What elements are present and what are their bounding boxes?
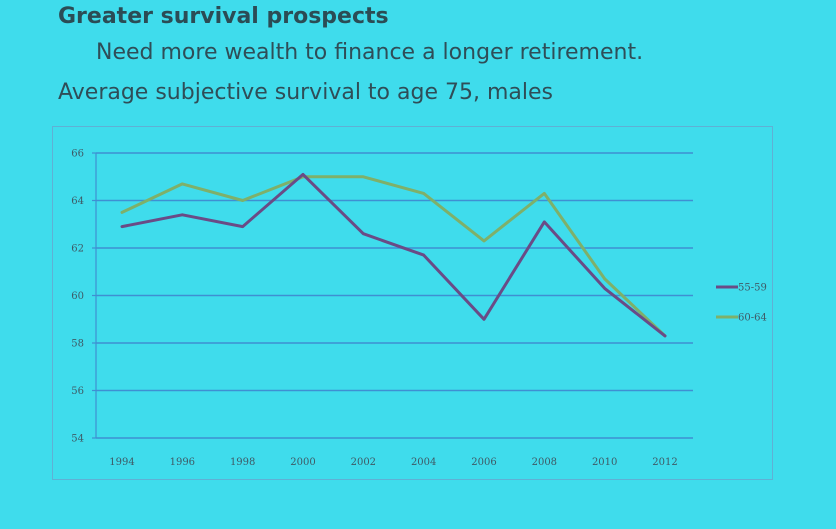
point-60-64-2002 — [362, 175, 365, 178]
point-55-59-2008 — [543, 220, 546, 224]
grid-lines — [96, 152, 693, 439]
x-tick-label-2008: 2008 — [532, 457, 557, 468]
legend-label-55-59: 55-59 — [738, 283, 767, 294]
chart-frame — [52, 126, 773, 480]
point-55-59-2010 — [603, 287, 606, 290]
point-60-64-1998 — [241, 199, 244, 202]
y-tick-label-64: 64 — [71, 196, 84, 207]
series-lines — [120, 172, 667, 338]
point-55-59-2002 — [362, 232, 365, 235]
y-tick-label-66: 66 — [71, 149, 84, 160]
series-line-60-64 — [120, 175, 667, 338]
y-tick-label-60: 60 — [71, 291, 84, 302]
point-60-64-2006 — [482, 239, 486, 243]
point-55-59-2004 — [422, 253, 425, 257]
point-55-59-2006 — [482, 318, 486, 321]
x-tick-label-1998: 1998 — [230, 457, 255, 468]
legend-label-60-64: 60-64 — [738, 313, 767, 324]
series-line-55-59 — [120, 172, 667, 338]
point-60-64-1996 — [181, 182, 184, 186]
x-tick-label-1996: 1996 — [170, 457, 195, 468]
x-tick-label-1994: 1994 — [109, 457, 134, 468]
point-60-64-2008 — [543, 192, 546, 195]
x-tick-label-2004: 2004 — [411, 457, 436, 468]
x-tick-label-2006: 2006 — [471, 457, 496, 468]
point-60-64-2004 — [422, 192, 425, 195]
point-55-59-1994 — [120, 225, 124, 228]
chart-title: Average subjective survival to age 75, m… — [58, 80, 553, 105]
legend: 55-59 60-64 — [716, 283, 767, 324]
y-tick-label-56: 56 — [71, 386, 84, 397]
y-tick-label-58: 58 — [71, 339, 84, 350]
y-tick-label-54: 54 — [71, 434, 84, 445]
slide-subtitle: Need more wealth to finance a longer ret… — [96, 40, 644, 65]
point-60-64-2010 — [603, 277, 606, 281]
x-tick-label-2002: 2002 — [351, 457, 376, 468]
point-60-64-1994 — [120, 211, 124, 214]
x-tick-label-2012: 2012 — [652, 457, 677, 468]
x-tick-label-2010: 2010 — [592, 457, 617, 468]
slide-heading: Greater survival prospects — [58, 4, 389, 29]
y-tick-label-62: 62 — [71, 244, 84, 255]
point-55-59-1998 — [241, 225, 244, 228]
point-55-59-1996 — [181, 213, 184, 216]
point-55-59-2012 — [663, 334, 667, 338]
axes: 54 56 58 60 62 64 66 1994 1996 1998 2000 2002 2004 20… — [71, 149, 677, 469]
x-tick-label-2000: 2000 — [290, 457, 315, 468]
point-55-59-2000 — [301, 173, 305, 176]
